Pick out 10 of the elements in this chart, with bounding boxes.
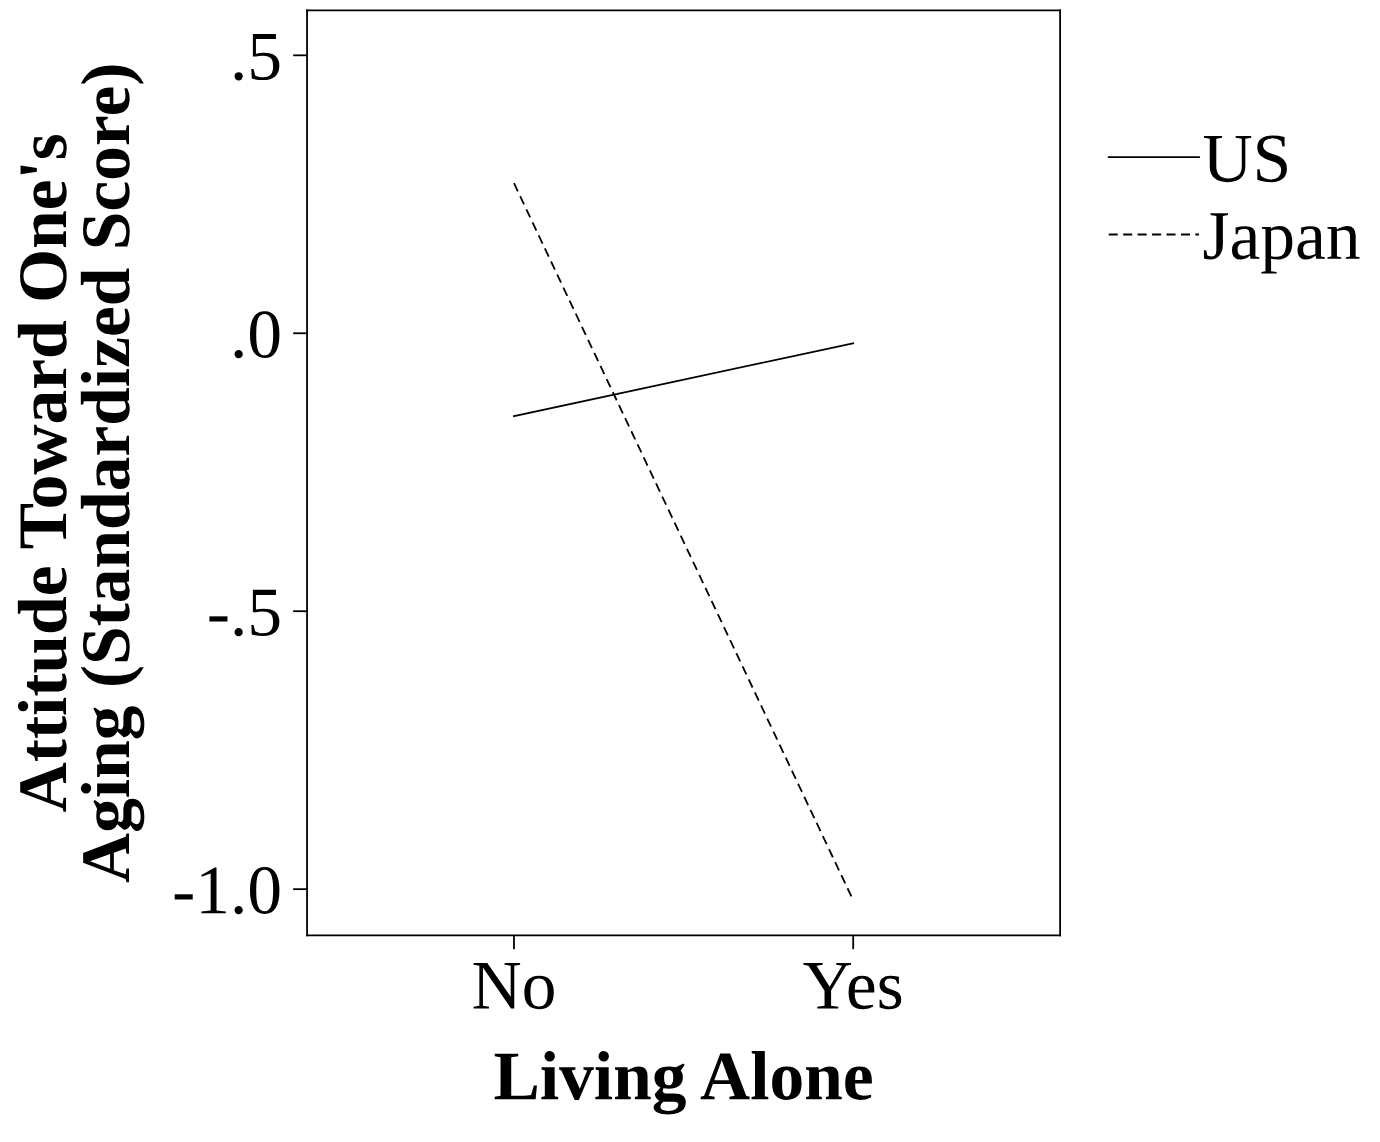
y-axis-title: Attitude Toward One's Aging (Standardized Score) bbox=[17, 65, 145, 883]
x-tick-label: Yes bbox=[803, 963, 902, 1010]
x-tick-label: No bbox=[473, 963, 554, 1010]
y-tick-label: .0 bbox=[234, 311, 280, 359]
x-axis-title: Living Alone bbox=[494, 1051, 872, 1115]
y-tick-label: .5 bbox=[234, 33, 280, 81]
legend-label: Japan bbox=[1203, 213, 1360, 274]
y-tick-label: -.5 bbox=[209, 589, 280, 637]
legend-label: US bbox=[1203, 135, 1287, 183]
y-tick-label: -1.0 bbox=[174, 867, 280, 915]
